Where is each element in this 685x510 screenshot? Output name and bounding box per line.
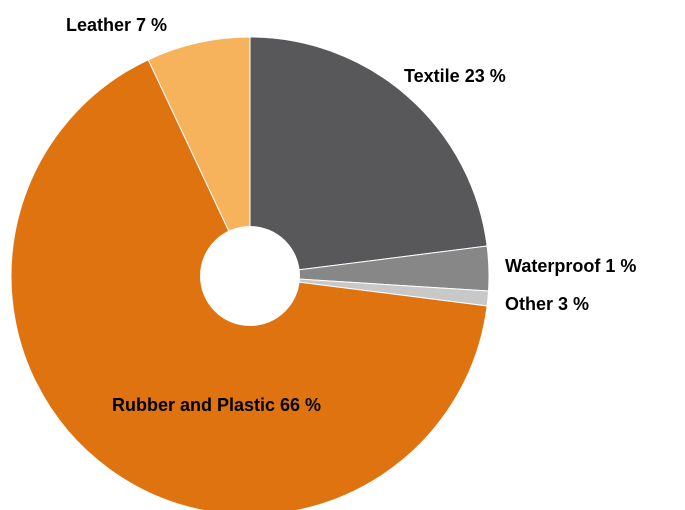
donut-hole xyxy=(200,226,300,326)
slice-textile xyxy=(249,36,488,277)
label-textile: Textile 23 % xyxy=(404,66,506,86)
label-rubber-and-plastic: Rubber and Plastic 66 % xyxy=(112,395,321,415)
label-leather: Leather 7 % xyxy=(66,15,167,35)
label-waterproof: Waterproof 1 % xyxy=(505,256,636,276)
label-other: Other 3 % xyxy=(505,294,589,314)
slice-leather xyxy=(147,36,251,277)
slice-labels: Textile 23 % Waterproof 1 % Other 3 % Ru… xyxy=(66,15,636,415)
